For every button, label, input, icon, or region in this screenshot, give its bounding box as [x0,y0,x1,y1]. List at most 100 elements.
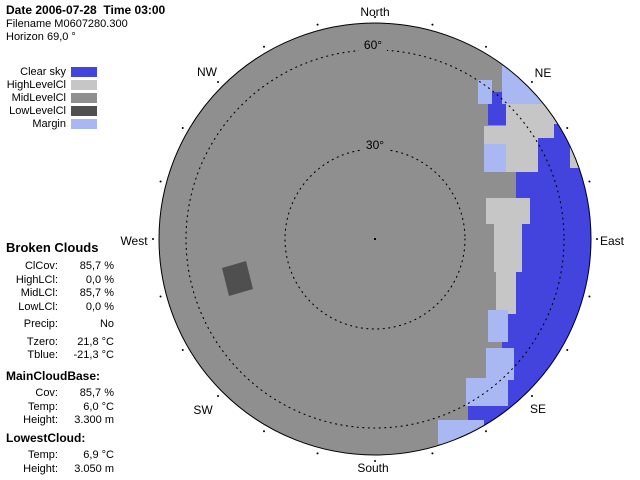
stat-row: Temp: 6,0 °C [0,401,114,415]
azimuth-tick-dot [159,295,162,298]
azimuth-tick-dot [596,238,598,240]
cloud-block-margin [478,80,492,104]
stat-label: ClCov: [24,260,58,272]
elevation-ring [185,49,565,429]
azimuth-tick-dot [263,430,265,433]
cloud-block-margin [488,310,508,342]
filename-label: Filename M0607280.300 [6,18,128,30]
stat-value: 85,7 % [79,260,114,272]
stat-row: Tzero: 21,8 °C [0,336,114,350]
stat-label: Height: [23,462,58,475]
stat-label: MidLCl: [20,287,58,299]
stat-value: 85,7 % [79,287,114,299]
stat-value: 6,9 °C [83,449,114,461]
azimuth-tick-dot [566,127,569,129]
azimuth-tick-dot [588,180,591,183]
compass-label-nw: NW [197,65,218,79]
azimuth-tick-dot [181,127,184,129]
stat-label: HighLCl: [15,273,58,286]
azimuth-tick-dot [485,430,487,433]
legend-item: Margin [6,117,97,130]
legend-swatch-mid-level-cloud [71,92,97,103]
lowest-cloud-title: LowestCloud: [6,431,86,445]
stat-row: Temp: 6,9 °C [0,449,114,463]
compass-label-east: East [600,234,625,248]
cloud-block-margin [486,348,514,380]
precip-group: Precip: No [0,318,114,332]
cloud-block-high [494,222,522,272]
date-time-label: Date 2006-07-28 Time 03:00 [6,3,166,17]
legend-item: Clear sky [6,65,97,78]
stat-value: -21,3 °C [73,349,114,361]
legend-item: LowLevelCl [6,104,97,117]
stat-label: Height: [23,414,58,426]
legend-label: LowLevelCl [9,104,66,117]
stat-row: HighLCl: 0,0 % [0,274,114,288]
elevation-label: 30° [366,138,384,152]
cloud-block-margin [466,378,508,406]
cloud-analysis-panel: Broken Clouds ClCov: 85,7 % HighLCl: 0,0… [0,240,114,367]
azimuth-tick-dot [152,238,154,240]
legend-swatch-high-level-cloud [71,79,97,90]
stat-value: 6,0 °C [83,400,114,413]
stat-row: Height: 3.050 m [0,463,114,477]
azimuth-tick-dot [217,394,220,397]
azimuth-tick-dot [316,452,319,455]
legend-label: HighLevelCl [6,78,66,91]
stat-label: LowLCl: [18,300,58,313]
elevation-label: 60° [364,38,382,52]
stat-row: LowLCl: 0,0 % [0,301,114,315]
temperature-group: Tzero: 21,8 °C Tblue: -21,3 °C [0,336,114,363]
azimuth-tick-dot [263,45,265,48]
analysis-title: Broken Clouds [6,240,99,255]
stat-label: Precip: [23,318,58,330]
stat-label: Cov: [35,387,58,399]
stat-value: 0,0 % [85,273,114,286]
stat-row: Tblue: -21,3 °C [0,349,114,363]
stat-row: Height: 3.300 m [0,414,114,428]
legend-swatch-low-level-cloud [71,105,97,116]
azimuth-tick-dot [316,23,319,26]
elevation-label-backing [361,138,389,152]
stat-row: Cov: 85,7 % [0,387,114,401]
cloud-block-high [570,132,586,168]
stat-row: ClCov: 85,7 % [0,260,114,274]
stat-value: 85,7 % [79,387,114,399]
cloud-block-margin [438,420,484,444]
azimuth-tick-dot [566,349,569,351]
compass-label-sw: SW [193,403,213,417]
azimuth-tick-dot [530,394,533,397]
azimuth-tick-dot [485,45,487,48]
stat-value: 21,8 °C [77,335,114,348]
azimuth-tick-dot [181,349,184,351]
legend-item: HighLevelCl [6,78,97,91]
low-level-cloud-patch [222,261,253,296]
legend-label: MidLevelCl [11,91,66,104]
stat-label: Temp: [28,449,58,461]
coverage-group: ClCov: 85,7 % HighLCl: 0,0 % MidLCl: 85,… [0,260,114,314]
azimuth-tick-dot [159,180,162,183]
stat-value: 3.050 m [74,462,114,475]
cloud-block-high [496,266,516,314]
cloud-block-margin [484,144,506,172]
stat-row: MidLCl: 85,7 % [0,287,114,301]
stat-row: Precip: No [0,318,114,332]
stat-value: No [99,318,114,330]
stat-label: Tzero: [26,335,58,348]
stat-value: 3.300 m [74,414,114,426]
azimuth-tick-dot [217,81,220,84]
cloud-block-high [486,198,530,224]
azimuth-tick-dot [374,460,376,462]
compass-label-ne: NE [535,66,552,80]
azimuth-tick-dot [530,81,533,84]
lowest-cloud-panel: LowestCloud: Temp: 6,9 °C Height: 3.050 … [0,431,114,476]
stat-value: 0,0 % [85,300,114,313]
azimuth-tick-dot [374,16,376,18]
zenith-dot [374,238,376,240]
legend-label: Margin [32,117,66,130]
compass-label-north: North [360,5,389,19]
legend-item: MidLevelCl [6,91,97,104]
compass-label-se: SE [530,402,546,416]
header: Date 2006-07-28 Time 03:00 Filename M060… [6,3,165,43]
